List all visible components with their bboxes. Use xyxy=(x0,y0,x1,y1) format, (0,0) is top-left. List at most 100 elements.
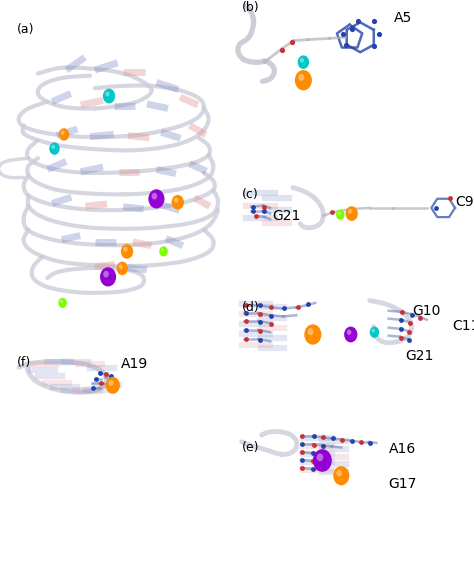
Point xyxy=(256,336,264,345)
Point xyxy=(357,437,365,446)
Circle shape xyxy=(109,380,113,386)
Point xyxy=(405,328,413,337)
Text: A19: A19 xyxy=(121,357,148,371)
Circle shape xyxy=(298,55,309,69)
Circle shape xyxy=(174,198,178,203)
Circle shape xyxy=(333,466,349,485)
Point xyxy=(407,319,414,328)
Circle shape xyxy=(148,189,164,208)
Text: (f): (f) xyxy=(17,356,31,369)
Circle shape xyxy=(348,209,352,214)
Text: G21: G21 xyxy=(405,349,434,363)
Text: C11: C11 xyxy=(453,319,474,333)
Point xyxy=(299,447,306,457)
Point xyxy=(89,383,97,392)
Point xyxy=(366,438,374,447)
Point xyxy=(338,435,346,444)
Circle shape xyxy=(60,299,63,303)
Circle shape xyxy=(370,327,379,338)
Circle shape xyxy=(119,264,123,269)
Circle shape xyxy=(172,195,184,210)
Text: (d): (d) xyxy=(242,301,259,314)
Point xyxy=(256,327,264,336)
Point xyxy=(309,464,317,473)
Point xyxy=(267,303,275,312)
Point xyxy=(267,320,275,329)
Point xyxy=(309,457,317,466)
Text: G10: G10 xyxy=(412,304,441,318)
Point xyxy=(342,41,350,50)
Circle shape xyxy=(338,211,341,215)
Point xyxy=(256,318,264,327)
Point xyxy=(256,310,264,319)
Circle shape xyxy=(117,262,128,275)
Point xyxy=(243,301,250,310)
Point xyxy=(398,324,405,333)
Point xyxy=(260,207,267,216)
Point xyxy=(249,207,257,216)
Point xyxy=(278,45,286,54)
Circle shape xyxy=(103,271,109,277)
Point xyxy=(288,37,295,46)
Point xyxy=(249,202,257,211)
Text: G17: G17 xyxy=(389,477,417,492)
Circle shape xyxy=(61,131,64,135)
Circle shape xyxy=(298,74,304,81)
Circle shape xyxy=(123,247,128,252)
Point xyxy=(319,442,327,451)
Point xyxy=(398,307,406,316)
Point xyxy=(97,368,104,377)
Point xyxy=(299,455,306,464)
Circle shape xyxy=(161,248,164,252)
Circle shape xyxy=(344,327,357,342)
Point xyxy=(243,308,250,318)
Point xyxy=(310,441,318,450)
Point xyxy=(348,25,356,34)
Point xyxy=(243,316,250,325)
Circle shape xyxy=(295,70,312,90)
Circle shape xyxy=(347,329,351,335)
Point xyxy=(348,436,356,445)
Point xyxy=(409,311,416,320)
Text: A16: A16 xyxy=(389,442,416,456)
Point xyxy=(432,203,440,212)
Point xyxy=(354,17,362,26)
Point xyxy=(243,325,250,334)
Point xyxy=(256,301,264,310)
Point xyxy=(102,370,110,379)
Point xyxy=(92,374,100,383)
Point xyxy=(339,29,347,38)
Point xyxy=(309,449,317,458)
Text: (a): (a) xyxy=(17,23,34,36)
Point xyxy=(294,303,301,312)
Point xyxy=(397,333,404,342)
Point xyxy=(329,434,337,443)
Circle shape xyxy=(49,142,60,155)
Circle shape xyxy=(336,210,345,220)
Circle shape xyxy=(103,89,115,103)
Point xyxy=(304,299,312,308)
Circle shape xyxy=(100,267,116,286)
Point xyxy=(299,432,306,441)
Text: C9: C9 xyxy=(455,195,474,209)
Point xyxy=(398,315,405,324)
Circle shape xyxy=(337,470,342,476)
Text: G21: G21 xyxy=(273,209,301,223)
Point xyxy=(370,17,377,26)
Circle shape xyxy=(308,328,314,335)
Point xyxy=(260,202,267,211)
Circle shape xyxy=(317,453,323,461)
Point xyxy=(267,312,275,321)
Circle shape xyxy=(51,145,55,149)
Point xyxy=(375,29,383,38)
Circle shape xyxy=(106,377,120,394)
Point xyxy=(328,208,336,217)
Circle shape xyxy=(346,206,358,221)
Circle shape xyxy=(159,246,168,257)
Circle shape xyxy=(304,324,321,345)
Point xyxy=(243,334,250,344)
Point xyxy=(299,440,306,449)
Circle shape xyxy=(105,92,109,97)
Point xyxy=(310,432,318,441)
Point xyxy=(319,433,327,442)
